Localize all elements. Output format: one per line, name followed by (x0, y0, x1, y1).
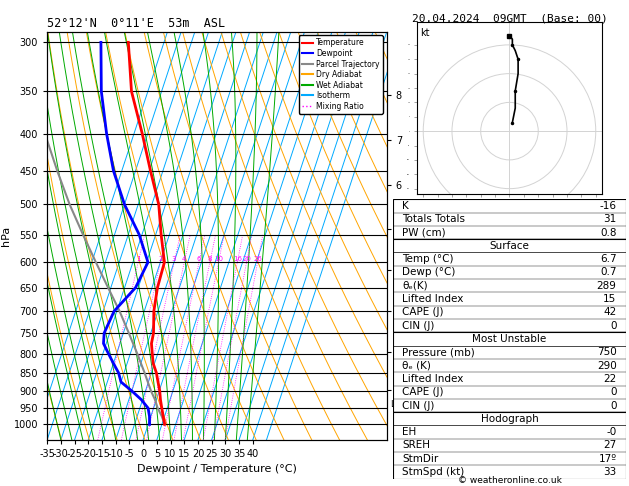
Text: 6.7: 6.7 (600, 254, 616, 264)
Text: -16: -16 (599, 201, 616, 211)
Y-axis label: km
ASL: km ASL (405, 226, 426, 245)
Text: Hodograph: Hodograph (481, 414, 538, 424)
Text: 52°12'N  0°11'E  53m  ASL: 52°12'N 0°11'E 53m ASL (47, 17, 225, 31)
Text: EH: EH (403, 427, 416, 437)
Text: 0.7: 0.7 (600, 267, 616, 278)
Bar (393, 412, 626, 479)
Text: 0: 0 (610, 321, 616, 330)
Text: Surface: Surface (489, 241, 530, 251)
Text: 22: 22 (603, 374, 616, 384)
Text: Pressure (mb): Pressure (mb) (403, 347, 475, 357)
Text: 42: 42 (603, 307, 616, 317)
Text: 20.04.2024  09GMT  (Base: 00): 20.04.2024 09GMT (Base: 00) (411, 14, 608, 24)
Text: Dewp (°C): Dewp (°C) (403, 267, 456, 278)
Legend: Temperature, Dewpoint, Parcel Trajectory, Dry Adiabat, Wet Adiabat, Isotherm, Mi: Temperature, Dewpoint, Parcel Trajectory… (299, 35, 383, 114)
Bar (393, 199, 626, 239)
Text: 4: 4 (182, 256, 186, 262)
Text: Most Unstable: Most Unstable (472, 334, 547, 344)
Text: 17º: 17º (598, 454, 616, 464)
Text: Lifted Index: Lifted Index (403, 294, 464, 304)
Text: 15: 15 (603, 294, 616, 304)
Text: 31: 31 (603, 214, 616, 224)
Text: 750: 750 (597, 347, 616, 357)
Text: © weatheronline.co.uk: © weatheronline.co.uk (457, 475, 562, 485)
Text: 20: 20 (242, 256, 251, 262)
Text: 27: 27 (603, 440, 616, 451)
Text: 10: 10 (214, 256, 223, 262)
Text: CIN (J): CIN (J) (403, 321, 435, 330)
Text: StmSpd (kt): StmSpd (kt) (403, 467, 465, 477)
Text: 290: 290 (597, 361, 616, 371)
Text: 8: 8 (208, 256, 212, 262)
Text: CIN (J): CIN (J) (403, 400, 435, 411)
Text: Totals Totals: Totals Totals (403, 214, 465, 224)
Text: θₑ (K): θₑ (K) (403, 361, 431, 371)
Text: -0: -0 (606, 427, 616, 437)
Y-axis label: hPa: hPa (1, 226, 11, 246)
Text: 6: 6 (197, 256, 201, 262)
Text: Lifted Index: Lifted Index (403, 374, 464, 384)
Text: θₑ(K): θₑ(K) (403, 281, 428, 291)
Text: SREH: SREH (403, 440, 430, 451)
Text: 3: 3 (172, 256, 176, 262)
Text: Temp (°C): Temp (°C) (403, 254, 454, 264)
X-axis label: Dewpoint / Temperature (°C): Dewpoint / Temperature (°C) (137, 465, 297, 474)
Text: PW (cm): PW (cm) (403, 227, 446, 238)
Text: 2: 2 (159, 256, 163, 262)
Text: kt: kt (420, 28, 430, 37)
Text: 16: 16 (233, 256, 242, 262)
Text: 1: 1 (136, 256, 140, 262)
Bar (393, 239, 626, 332)
Text: CAPE (J): CAPE (J) (403, 307, 444, 317)
Text: 289: 289 (597, 281, 616, 291)
Text: CAPE (J): CAPE (J) (403, 387, 444, 397)
Text: 0.8: 0.8 (600, 227, 616, 238)
Text: 0: 0 (610, 400, 616, 411)
Text: 26: 26 (253, 256, 262, 262)
Text: 33: 33 (603, 467, 616, 477)
Text: 0: 0 (610, 387, 616, 397)
Bar (393, 332, 626, 412)
Text: StmDir: StmDir (403, 454, 438, 464)
Text: K: K (403, 201, 409, 211)
Text: LCL: LCL (390, 400, 405, 409)
